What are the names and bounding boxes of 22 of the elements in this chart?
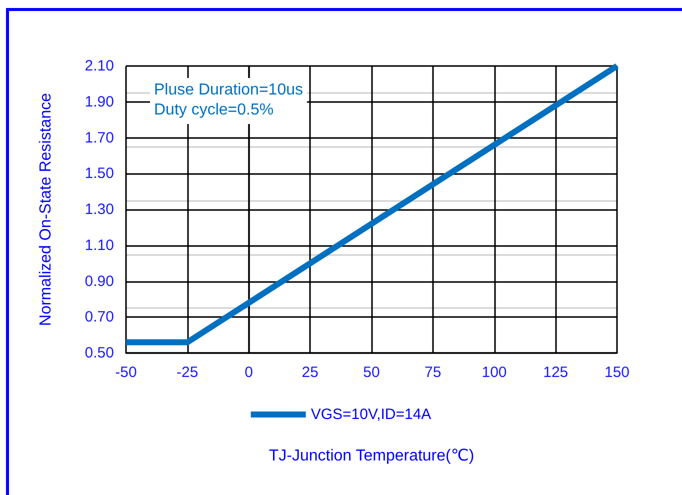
annotation: Pluse Duration=10us Duty cycle=0.5%: [154, 82, 303, 118]
legend-label: VGS=10V,ID=14A: [310, 406, 432, 423]
x-tick-label: 75: [424, 364, 442, 381]
y-axis-title: Normalized On-State Resistance: [38, 92, 54, 326]
x-tick-label: 100: [482, 364, 507, 381]
x-tick-label: -25: [176, 364, 198, 381]
y-tick-label: 1.10: [84, 236, 114, 254]
y-tick-label: 1.30: [84, 201, 114, 218]
x-tick-label: 25: [302, 364, 318, 381]
x-tick-label: 0: [244, 364, 253, 381]
y-tick-label: 0.50: [84, 344, 114, 362]
y-tick-label: 1.90: [84, 93, 114, 110]
x-axis-title: TJ-Junction Temperature(℃): [268, 448, 474, 464]
y-tick-label: 1.50: [84, 165, 114, 182]
x-tick-label: -50: [115, 364, 137, 381]
y-tick-label: 0.90: [84, 272, 114, 290]
x-tick-label: 50: [363, 364, 380, 381]
y-tick-label: 0.70: [84, 308, 114, 326]
x-tick-label: 150: [604, 364, 630, 381]
y-tick-label: 1.70: [84, 129, 114, 146]
y-tick-label: 2.10: [84, 58, 114, 74]
x-tick-label: 125: [543, 364, 568, 381]
